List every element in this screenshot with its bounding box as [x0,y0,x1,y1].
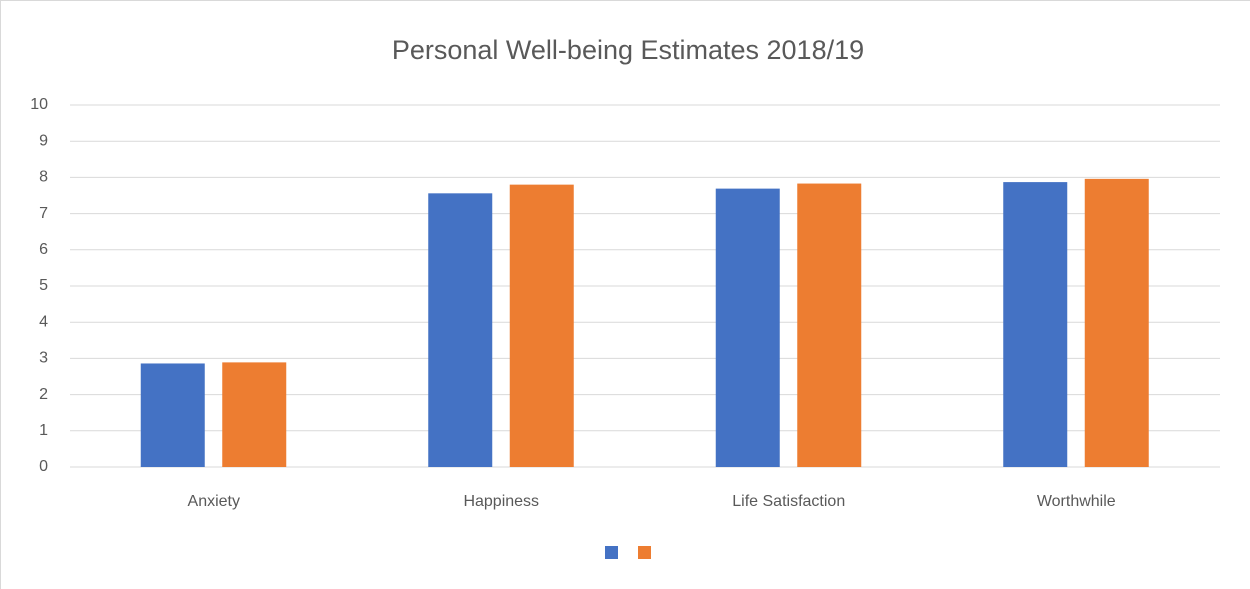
y-tick-label: 3 [39,350,48,367]
bar [1084,178,1149,467]
y-tick-label: 8 [39,169,48,186]
y-tick-label: 5 [39,277,48,294]
x-tick-label: Worthwhile [1037,493,1116,510]
legend-swatch [605,546,618,559]
bar [1003,182,1068,467]
y-tick-label: 10 [30,96,48,113]
y-tick-label: 9 [39,132,48,149]
bar [222,362,287,467]
bar [715,188,780,467]
bar [797,183,862,467]
bar [509,184,574,467]
x-tick-label: Anxiety [188,493,240,510]
bar [428,193,493,467]
y-tick-label: 7 [39,205,48,222]
y-tick-label: 4 [39,313,48,330]
y-tick-label: 0 [39,458,48,475]
y-tick-label: 1 [39,422,48,439]
x-tick-label: Happiness [463,493,539,510]
y-tick-label: 2 [39,386,48,403]
chart-title: Personal Well-being Estimates 2018/19 [392,35,864,65]
legend-swatch [638,546,651,559]
y-tick-label: 6 [39,241,48,258]
x-tick-label: Life Satisfaction [732,493,845,510]
bar [140,363,205,467]
